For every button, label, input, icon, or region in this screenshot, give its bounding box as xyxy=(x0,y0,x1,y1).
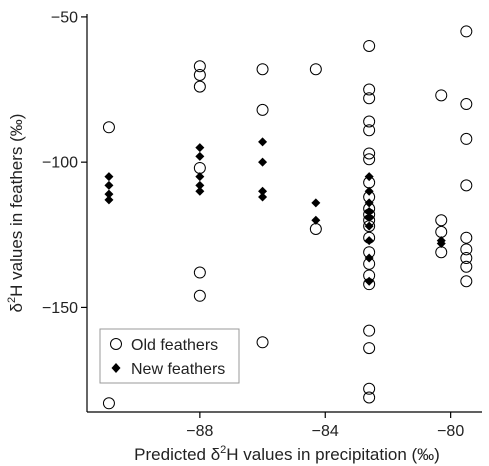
new-feathers-point xyxy=(258,137,268,147)
old-feathers-point xyxy=(435,89,448,102)
old-feathers-point xyxy=(460,98,473,111)
old-feathers-point xyxy=(363,92,376,105)
old-feathers-point xyxy=(460,132,473,145)
new-feathers-point xyxy=(195,180,205,190)
old-feathers-point xyxy=(363,83,376,96)
old-feathers-point xyxy=(102,397,115,410)
new-feathers-point xyxy=(311,215,321,225)
new-feathers-point xyxy=(195,186,205,196)
old-feathers-point xyxy=(435,225,448,238)
old-feathers-point xyxy=(256,63,269,76)
new-feathers-point xyxy=(104,195,114,205)
new-feathers-point xyxy=(436,239,446,249)
x-tick-label: −80 xyxy=(437,423,464,440)
new-feathers-point xyxy=(364,186,374,196)
old-feathers-point xyxy=(193,80,206,93)
new-feathers-point xyxy=(364,172,374,182)
legend-old-feathers-label: Old feathers xyxy=(131,337,218,354)
new-feathers-point xyxy=(258,192,268,202)
old-feathers-point xyxy=(460,252,473,265)
new-feathers-point xyxy=(364,276,374,286)
new-feathers-point xyxy=(364,212,374,222)
old-feathers-point xyxy=(102,121,115,134)
old-feathers-point xyxy=(256,103,269,116)
old-feathers-point xyxy=(363,342,376,355)
old-feathers-point xyxy=(435,246,448,259)
legend-new-feathers-label: New feathers xyxy=(131,361,225,378)
new-feathers-point xyxy=(195,172,205,182)
old-feathers-point xyxy=(363,324,376,337)
y-tick-label: −50 xyxy=(51,9,78,26)
old-feathers-point xyxy=(193,289,206,302)
old-feathers-point xyxy=(363,124,376,137)
old-feathers-point xyxy=(363,115,376,128)
legend-old-feathers-marker xyxy=(110,338,122,350)
old-feathers-point xyxy=(363,147,376,160)
old-feathers-point xyxy=(309,222,322,235)
old-feathers-point xyxy=(460,179,473,192)
legend-box xyxy=(99,328,240,384)
old-feathers-point xyxy=(193,161,206,174)
x-tick-label: −88 xyxy=(186,423,213,440)
y-axis-label: δ2H values in feathers (‰) xyxy=(6,114,26,313)
new-feathers-point xyxy=(104,189,114,199)
old-feathers-point xyxy=(363,153,376,166)
x-tick-label: −84 xyxy=(312,423,339,440)
old-feathers-point xyxy=(363,39,376,52)
old-feathers-point xyxy=(460,275,473,288)
old-feathers-point xyxy=(309,63,322,76)
new-feathers-point xyxy=(195,143,205,153)
old-feathers-point xyxy=(460,231,473,244)
old-feathers-point xyxy=(193,266,206,279)
old-feathers-point xyxy=(363,391,376,404)
legend: Old feathers New feathers xyxy=(99,328,240,384)
y-axis-ticks: −50 −100 −150 xyxy=(42,9,87,317)
old-feathers-point xyxy=(460,243,473,256)
new-feathers-point xyxy=(364,221,374,231)
legend-new-feathers-marker xyxy=(111,363,121,373)
x-axis-label: Predicted δ2H values in precipitation (‰… xyxy=(134,444,440,464)
new-feathers-point xyxy=(364,207,374,217)
old-feathers-point xyxy=(256,336,269,349)
new-feathers-point xyxy=(364,253,374,263)
new-feathers-point xyxy=(258,186,268,196)
new-feathers-point xyxy=(104,180,114,190)
new-feathers-point xyxy=(364,198,374,208)
old-feathers-point xyxy=(363,382,376,395)
old-feathers-point xyxy=(460,260,473,273)
x-axis-ticks: −88 −84 −80 xyxy=(186,412,464,440)
plot-area xyxy=(102,25,473,410)
old-feathers-point xyxy=(435,214,448,227)
old-feathers-point xyxy=(193,60,206,73)
new-feathers-point xyxy=(364,236,374,246)
new-feathers-point xyxy=(311,198,321,208)
new-feathers-point xyxy=(104,172,114,182)
y-tick-label: −100 xyxy=(42,155,78,172)
y-tick-label: −150 xyxy=(42,300,78,317)
old-feathers-point xyxy=(193,69,206,82)
new-feathers-point xyxy=(258,157,268,167)
new-feathers-point xyxy=(195,151,205,161)
old-feathers-point xyxy=(460,25,473,38)
